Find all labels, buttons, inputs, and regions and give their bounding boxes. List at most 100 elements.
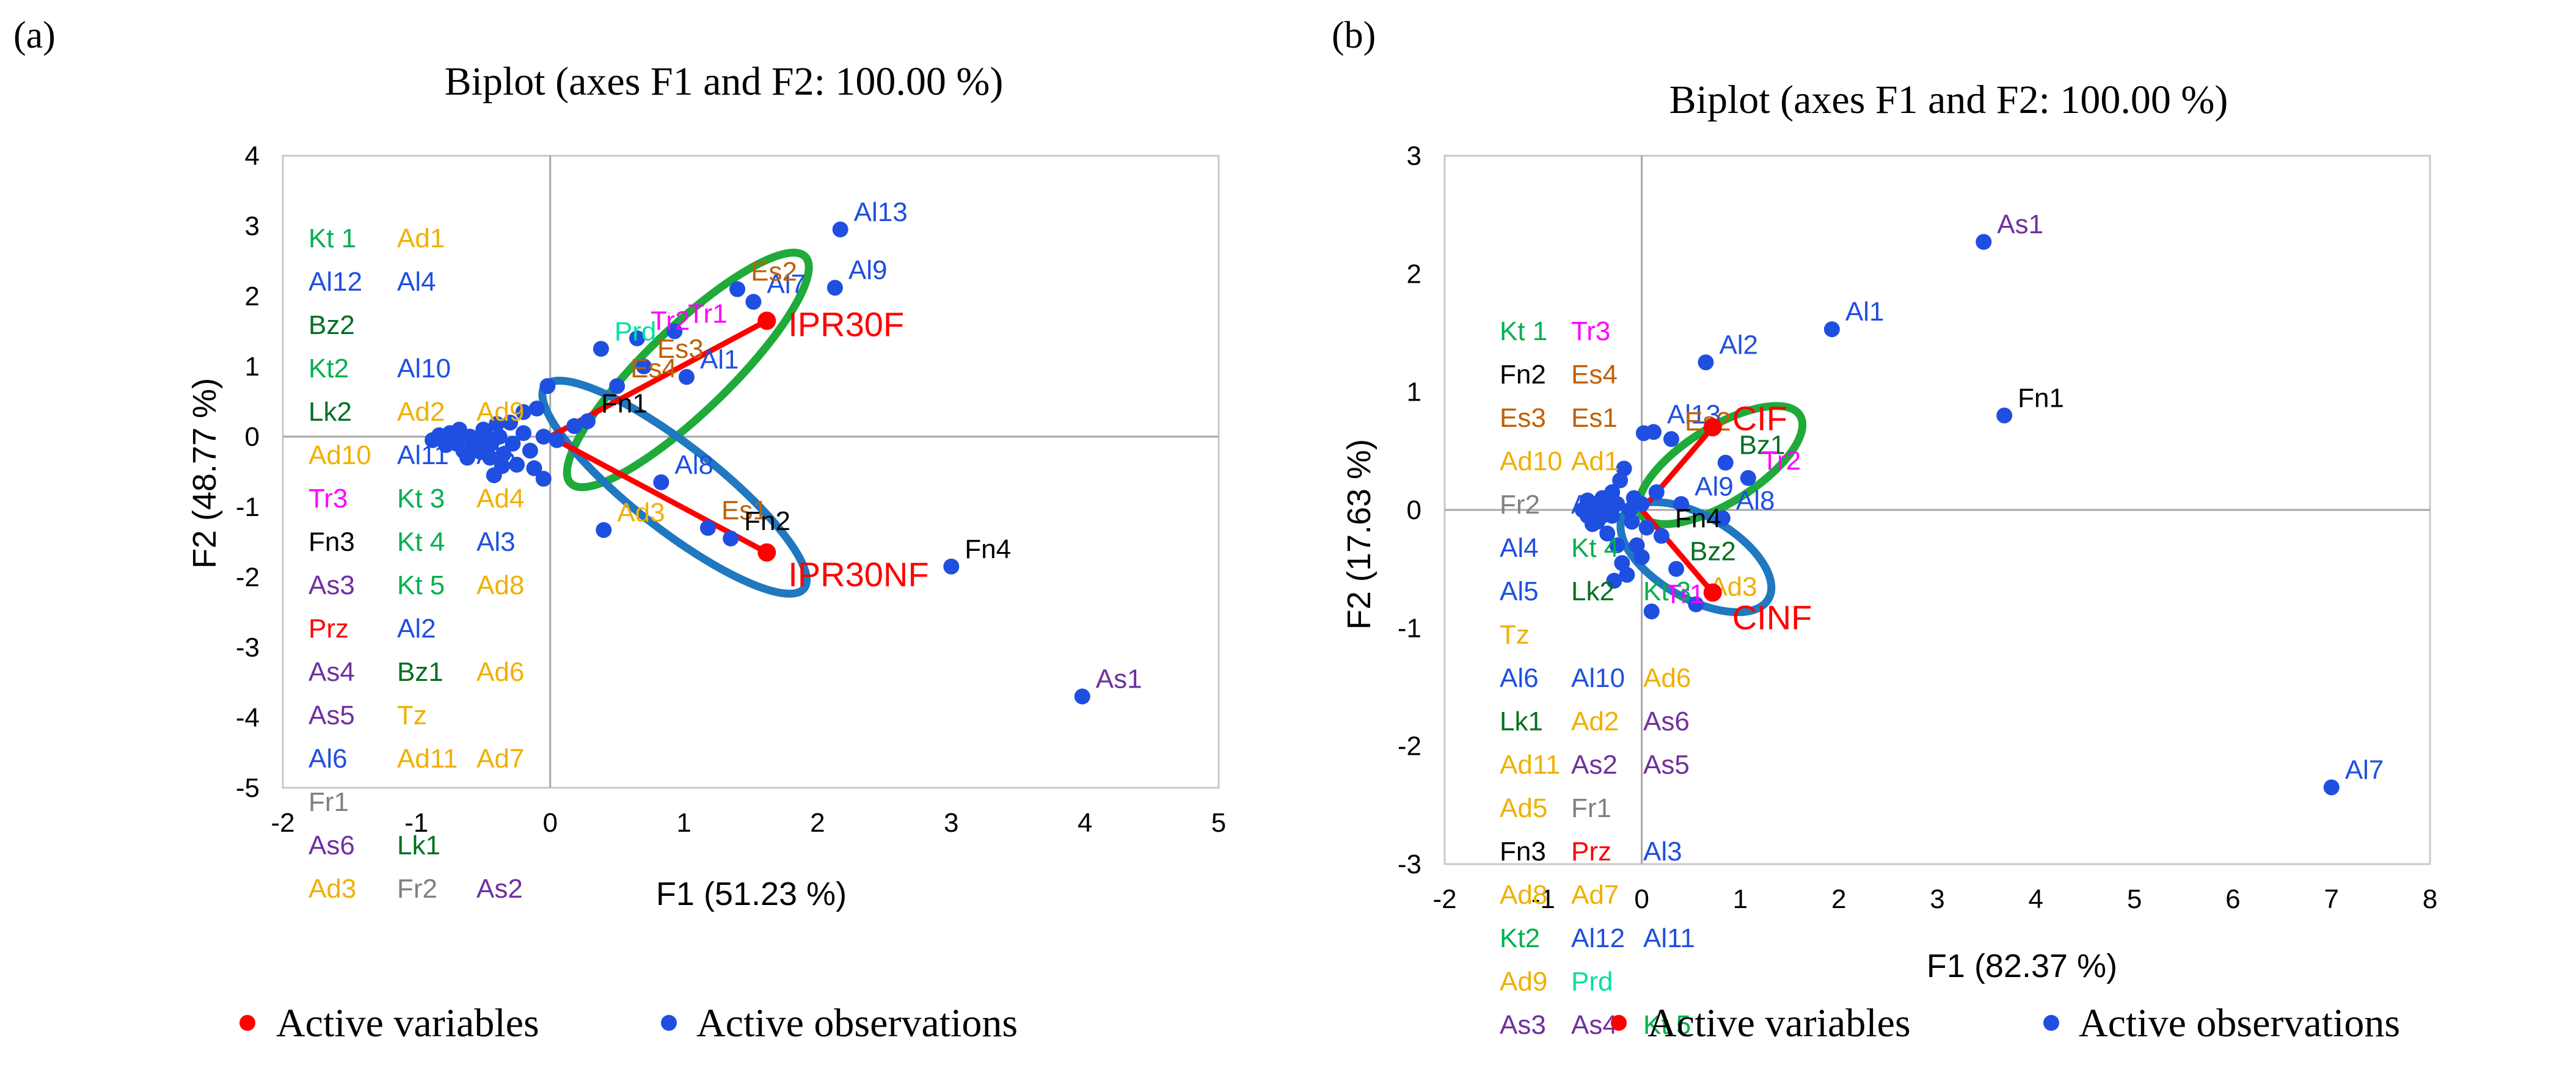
panel-b-side-label-al5: Al5 [1500, 576, 1539, 606]
panel-a-x-tick-label: -2 [271, 808, 294, 838]
panel-a-observation-label-as1: As1 [1096, 664, 1142, 694]
panel-a-legend-observations-label: Active observations [696, 1001, 1018, 1045]
panel-a-observation-point-prd [593, 341, 609, 357]
panel-a-legend-variables-label: Active variables [276, 1001, 539, 1045]
panel-b-x-axis-label: F1 (82.37 %) [1927, 948, 2117, 984]
panel-b-side-label-al12: Al12 [1571, 923, 1625, 953]
panel-a-observation-point [535, 471, 552, 487]
panel-b-x-tick-label: -2 [1432, 884, 1456, 914]
panel-a-y-tick-label: 4 [245, 141, 260, 171]
panel-b-vector-cinf [1640, 508, 1715, 595]
panel-b-observation-point [1619, 567, 1635, 583]
panel-b-x-tick-label: 7 [2324, 884, 2338, 914]
panel-a-x-tick-label: 2 [810, 808, 825, 838]
panel-b-observation-point [1579, 492, 1596, 509]
panel-a-side-label-fn3: Fn3 [308, 527, 355, 557]
panel-a-observation-point [505, 435, 521, 452]
panel-b-side-label-al10: Al10 [1571, 663, 1625, 693]
panel-b-side-label-tz: Tz [1500, 620, 1530, 650]
panel-a-observation-label-es3: Es3 [657, 334, 704, 364]
panel-b-y-tick-label: 2 [1407, 259, 1421, 289]
panel-b-side-label-ad5: Ad5 [1500, 793, 1547, 823]
panel-b-label: (b) [1332, 15, 1376, 56]
panel-a-y-tick-label: -3 [236, 633, 260, 663]
panel-b-y-tick-label: 1 [1407, 377, 1421, 407]
panel-b-side-label-tr3: Tr3 [1571, 316, 1610, 346]
panel-a-side-label-as3: As3 [308, 570, 355, 600]
panel-a-side-label-al11: Al11 [397, 440, 449, 470]
panel-b-y-tick-label: -1 [1398, 613, 1421, 643]
panel-a-y-tick-label: -4 [236, 703, 260, 733]
panel-a-side-label-ad8: Ad8 [476, 570, 524, 600]
panel-a-observation-label-prd: Prd [615, 316, 656, 346]
panel-a-observation-point-es3 [635, 358, 652, 374]
panel-a-y-tick-label: 2 [245, 282, 260, 311]
panel-b-observation-point [1616, 460, 1632, 477]
panel-b-side-label-lk1: Lk1 [1500, 707, 1543, 736]
panel-b-side-label-as4: As4 [1571, 1010, 1618, 1040]
panel-a-observation-point [566, 418, 583, 434]
panel-b-legend-variables-label: Active variables [1647, 1001, 1911, 1045]
panel-a-y-tick-label: -5 [236, 773, 260, 803]
panel-a-observation-label-al13: Al13 [854, 197, 908, 227]
panel-a-observation-point-al8 [653, 474, 670, 490]
panel-a-observation-point-tr1 [666, 323, 683, 340]
panel-b-side-label-as3: As3 [1500, 1010, 1546, 1040]
panel-b-side-label-ad6: Ad6 [1643, 663, 1691, 693]
panel-a-side-label-bz2: Bz2 [308, 310, 355, 340]
panel-a-observation-label-tr1: Tr1 [688, 299, 727, 329]
panel-b-side-label-ad4: Ad4 [1571, 490, 1619, 520]
panel-a-side-label-kt2: Kt2 [308, 354, 349, 383]
panel-b-observation-point-bz2 [1668, 561, 1685, 577]
panel-b-observation-point-al13 [1645, 424, 1662, 440]
panel-a-variable-label-ipr30f: IPR30F [788, 305, 904, 343]
panel-a-observation-point [451, 421, 467, 438]
panel-a-observation-label-fn1: Fn1 [601, 389, 648, 419]
panel-a-plot-frame [282, 154, 1220, 789]
panel-b-x-tick-label: 1 [1733, 884, 1748, 914]
panel-b-observation-point-ad3 [1688, 596, 1704, 612]
panel-a-observation-label-fn2: Fn2 [744, 506, 790, 536]
panel-a-y-tick-label: -1 [236, 492, 260, 522]
panel-a-observation-point [459, 449, 476, 466]
panel-b-side-label-as2: As2 [1571, 750, 1618, 780]
panel-b-observation-point [1638, 520, 1655, 536]
panel-a-observation-point [522, 443, 538, 459]
panel-a-side-label-kt4: Kt 4 [397, 527, 445, 557]
panel-a-observation-point [509, 457, 525, 473]
panel-b-observation-point-tr1 [1643, 603, 1660, 620]
panel-a-observation-label-al7: Al7 [767, 269, 806, 299]
panel-a-observation-label-fn4: Fn4 [965, 534, 1011, 564]
panel-a-observation-label-ad3: Ad3 [617, 498, 665, 528]
panel-a-side-label-ad7: Ad7 [476, 744, 524, 774]
panel-b-observation-point-fn1 [1996, 407, 2013, 424]
panel-b-observation-label-al8: Al8 [1736, 486, 1775, 516]
panel-b-side-label-kt5: Kt 5 [1643, 1010, 1691, 1040]
panel-a-side-label-ad1: Ad1 [397, 224, 445, 253]
panel-b-plot: -2-1012345678-3-2-10123As1Al1Al2Fn1Al13E… [1398, 141, 2437, 1040]
panel-a-x-tick-label: 1 [676, 808, 691, 838]
panel-a-side-label-as4: As4 [308, 657, 355, 687]
panel-a-side-label-kt3: Kt 3 [397, 484, 445, 514]
panel-a-observation-label-es1: Es1 [721, 496, 768, 526]
panel-a-y-tick-label: -2 [236, 562, 260, 592]
panel-b-variable-point-cif [1703, 418, 1722, 437]
panel-a-observation-point [495, 446, 512, 462]
panel-b-side-label-ad11: Ad11 [1500, 750, 1561, 780]
panel-b-legend-variables-marker [1611, 1015, 1627, 1031]
panel-a-side-label-ad9: Ad9 [476, 397, 524, 427]
panel-a-observation-label-tr2: Tr2 [651, 306, 690, 336]
panel-b-side-label-al3: Al3 [1643, 837, 1682, 867]
panel-b-x-tick-label: 8 [2423, 884, 2437, 914]
panel-b-side-label-al6: Al6 [1500, 663, 1539, 693]
panel-b-x-tick-label: 6 [2225, 884, 2240, 914]
panel-b-observation-point [1633, 496, 1650, 512]
panel-a-observation-point-es4 [609, 378, 626, 394]
panel-b-side-label-fr1: Fr1 [1571, 793, 1611, 823]
panel-b-side-label-es3: Es3 [1500, 403, 1546, 433]
panel-a-side-label-ad11: Ad11 [397, 744, 458, 774]
panel-b: (b) Biplot (axes F1 and F2: 100.00 %) -2… [1332, 15, 2437, 1045]
panel-b-side-label-as6: As6 [1643, 707, 1690, 736]
panel-b-y-axis-label: F2 (17.63 %) [1341, 439, 1377, 630]
panel-a-variable-point-ipr30nf [757, 543, 776, 562]
